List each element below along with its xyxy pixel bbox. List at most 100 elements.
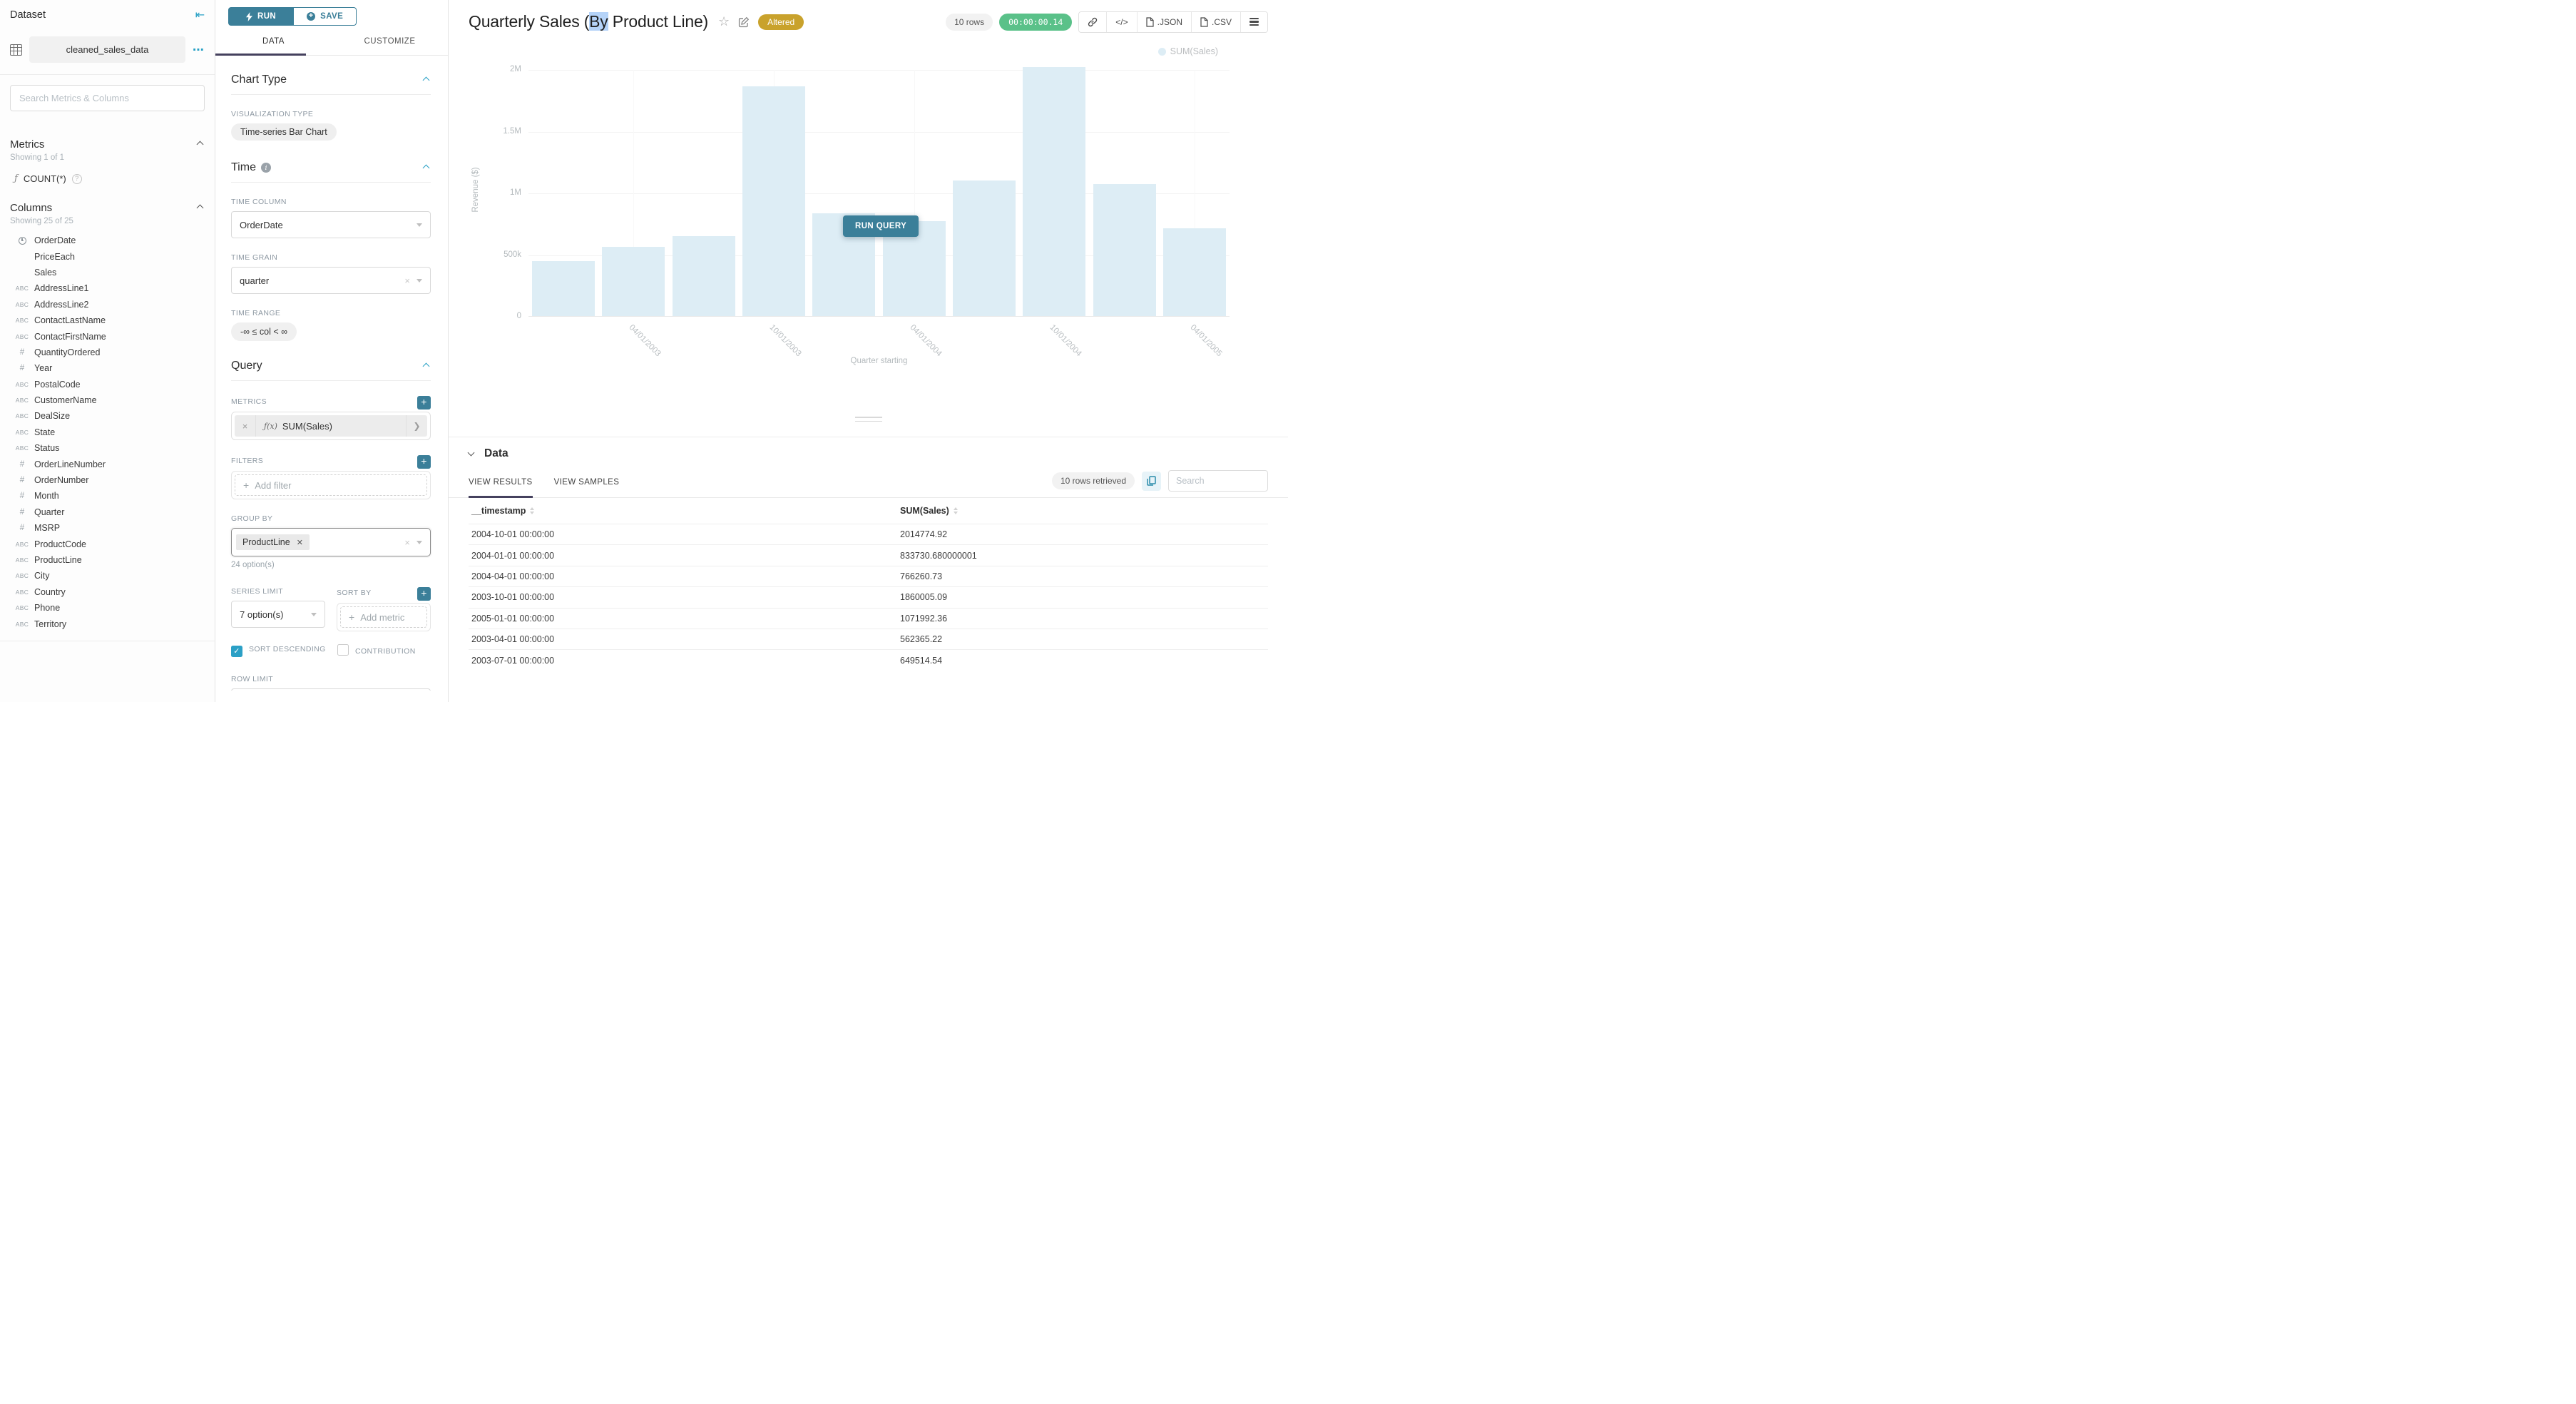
metric-pill[interactable]: × ƒ(x) SUM(Sales) ❯ (235, 415, 427, 437)
bar[interactable] (952, 180, 1016, 316)
tab-customize[interactable]: CUSTOMIZE (364, 37, 416, 46)
remove-tag-icon[interactable]: ✕ (296, 538, 303, 547)
chevron-down-icon[interactable] (467, 449, 475, 457)
bar[interactable] (1162, 228, 1226, 316)
add-sort-metric-button[interactable]: + (417, 587, 431, 601)
column-item[interactable]: PriceEach (10, 248, 205, 264)
column-item[interactable]: ABC State (10, 424, 205, 440)
column-item-label: ContactFirstName (34, 331, 106, 342)
metric-item[interactable]: ƒ COUNT(*) ? (10, 173, 205, 184)
column-item[interactable]: ABC AddressLine1 (10, 280, 205, 296)
export-csv-button[interactable]: .CSV (1190, 11, 1240, 32)
sort-descending-checkbox[interactable]: ✓ (231, 646, 242, 658)
time-grain-select[interactable]: quarter × (231, 267, 431, 294)
save-button[interactable]: + SAVE (294, 7, 357, 26)
add-sort-metric-dropzone[interactable]: + Add metric (340, 606, 427, 628)
bar[interactable] (532, 261, 596, 316)
column-item[interactable]: ABC CustomerName (10, 392, 205, 408)
column-item[interactable]: ABC City (10, 568, 205, 584)
tab-data[interactable]: DATA (262, 37, 285, 46)
group-by-tag[interactable]: ProductLine ✕ (236, 534, 310, 550)
table-row[interactable]: 2004-10-01 00:00:00 2014774.92 (469, 524, 1268, 544)
search-metrics-columns-input[interactable] (10, 85, 205, 111)
run-query-button[interactable]: RUN QUERY (843, 215, 919, 237)
contribution-checkbox[interactable] (337, 644, 349, 656)
column-item[interactable]: ABC Country (10, 584, 205, 600)
bar[interactable] (1023, 67, 1086, 316)
column-item[interactable]: ABC DealSize (10, 408, 205, 424)
chart-legend[interactable]: SUM(Sales) (1157, 46, 1218, 56)
table-row[interactable]: 2005-01-01 00:00:00 1071992.36 (469, 607, 1268, 629)
tab-view-results[interactable]: VIEW RESULTS (469, 478, 533, 498)
clear-icon[interactable]: × (404, 275, 410, 286)
column-item[interactable]: ABC Territory (10, 616, 205, 631)
column-item[interactable]: ABC ContactLastName (10, 312, 205, 328)
abc-type-icon: ABC (10, 333, 34, 340)
column-item[interactable]: ABC ContactFirstName (10, 328, 205, 344)
chevron-up-icon[interactable] (422, 164, 430, 171)
export-json-button[interactable]: .JSON (1136, 11, 1191, 32)
chevron-up-icon[interactable] (422, 362, 430, 370)
column-header-sum-sales[interactable]: SUM(Sales) (897, 506, 1268, 516)
chevron-up-icon[interactable] (422, 76, 430, 83)
clear-icon[interactable]: × (404, 536, 410, 548)
abc-type-icon: ABC (10, 541, 34, 548)
column-header-timestamp[interactable]: __timestamp (469, 506, 897, 516)
chevron-up-icon[interactable] (196, 204, 204, 212)
edit-title-icon[interactable] (738, 16, 750, 28)
column-item[interactable]: OrderDate (10, 233, 205, 248)
table-row[interactable]: 2003-07-01 00:00:00 649514.54 (469, 649, 1268, 670)
series-limit-select[interactable]: 7 option(s) (231, 601, 325, 628)
bar[interactable] (672, 236, 735, 316)
column-item[interactable]: # MSRP (10, 520, 205, 536)
bar[interactable] (1093, 184, 1156, 316)
add-filter-dropzone[interactable]: + Add filter (235, 474, 427, 496)
bar[interactable] (602, 247, 665, 316)
chevron-right-icon[interactable]: ❯ (406, 415, 427, 437)
column-item[interactable]: ABC ProductCode (10, 536, 205, 551)
chevron-up-icon[interactable] (196, 141, 204, 148)
column-item[interactable]: # OrderNumber (10, 472, 205, 488)
copy-link-button[interactable] (1079, 11, 1107, 32)
column-item[interactable]: # QuantityOrdered (10, 345, 205, 360)
table-row[interactable]: 2003-04-01 00:00:00 562365.22 (469, 628, 1268, 649)
panel-resize-handle[interactable] (854, 417, 882, 424)
group-by-select[interactable]: ProductLine ✕ × (231, 528, 431, 556)
collapse-sidebar-icon[interactable]: ⇤ (195, 9, 205, 21)
column-item[interactable]: ABC AddressLine2 (10, 297, 205, 312)
tab-view-samples[interactable]: VIEW SAMPLES (553, 478, 620, 487)
bar[interactable] (882, 221, 946, 316)
table-row[interactable]: 2004-04-01 00:00:00 766260.73 (469, 565, 1268, 586)
sort-by-label: SORT BY (337, 588, 372, 597)
time-column-select[interactable]: OrderDate (231, 211, 431, 238)
add-filter-button[interactable]: + (417, 455, 431, 469)
chart-title[interactable]: Quarterly Sales (By Product Line) (469, 12, 708, 31)
column-item[interactable]: # Year (10, 360, 205, 376)
column-item[interactable]: ABC ProductLine (10, 552, 205, 568)
time-range-value[interactable]: -∞ ≤ col < ∞ (231, 322, 297, 341)
chart-menu-button[interactable] (1240, 11, 1267, 32)
column-item-label: OrderNumber (34, 475, 89, 486)
data-search-input[interactable] (1168, 470, 1268, 492)
add-metric-button[interactable]: + (417, 396, 431, 410)
table-row[interactable]: 2004-01-01 00:00:00 833730.680000001 (469, 544, 1268, 565)
favorite-star-icon[interactable]: ☆ (718, 14, 730, 29)
bar[interactable] (742, 86, 806, 316)
run-button[interactable]: RUN (228, 7, 295, 26)
dataset-name[interactable]: cleaned_sales_data (29, 36, 185, 63)
column-item[interactable]: # Quarter (10, 504, 205, 520)
column-item[interactable]: ABC PostalCode (10, 377, 205, 392)
remove-metric-icon[interactable]: × (235, 415, 256, 437)
copy-data-button[interactable] (1142, 471, 1161, 491)
column-item[interactable]: # OrderLineNumber (10, 456, 205, 472)
visualization-type-value[interactable]: Time-series Bar Chart (231, 123, 337, 141)
column-item[interactable]: # Month (10, 488, 205, 504)
table-row[interactable]: 2003-10-01 00:00:00 1860005.09 (469, 586, 1268, 607)
column-item[interactable]: ABC Status (10, 440, 205, 456)
row-limit-select[interactable]: 10000 × (231, 688, 431, 691)
view-query-button[interactable]: </> (1106, 11, 1137, 32)
column-item[interactable]: ABC Phone (10, 600, 205, 616)
timestamp-cell: 2004-10-01 00:00:00 (471, 529, 555, 540)
dataset-more-icon[interactable]: ⋯ (193, 44, 205, 56)
column-item[interactable]: Sales (10, 265, 205, 280)
